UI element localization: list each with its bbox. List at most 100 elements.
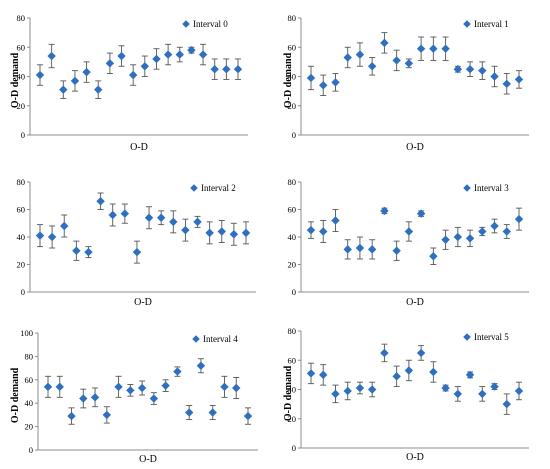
- data-point-marker: [331, 389, 340, 399]
- x-axis-title: O-D: [406, 142, 424, 153]
- y-tick-label: 0: [21, 287, 25, 297]
- legend-label: Interval 4: [203, 334, 238, 344]
- data-point-marker: [453, 232, 463, 242]
- x-axis-title: O-D: [130, 142, 148, 153]
- data-point-marker: [187, 45, 196, 55]
- y-tick-label: 0: [292, 443, 296, 453]
- data-point-marker: [331, 216, 340, 225]
- data-point-marker: [514, 75, 524, 84]
- y-tick-label: 40: [17, 72, 26, 82]
- data-point-marker: [490, 72, 499, 81]
- data-point-marker: [82, 67, 91, 77]
- data-point-marker: [429, 44, 438, 53]
- x-axis-title: O-D: [406, 297, 424, 308]
- y-tick-label: 40: [25, 398, 34, 408]
- data-point-marker: [144, 213, 154, 222]
- data-point-marker: [90, 393, 100, 402]
- data-point-marker: [132, 247, 142, 257]
- data-point-marker: [233, 64, 243, 74]
- data-point-marker: [120, 209, 130, 218]
- data-point-marker: [441, 235, 450, 244]
- data-point-marker: [502, 227, 511, 236]
- data-point-marker: [35, 70, 45, 80]
- chart-panel-1: 0 20 40 60 80 O-D demand O-D Interval 1: [283, 13, 529, 153]
- data-point-marker: [72, 246, 81, 255]
- data-point-marker: [149, 394, 159, 403]
- legend-label: Interval 0: [193, 19, 228, 29]
- data-point-marker: [306, 225, 316, 235]
- data-point-marker: [404, 227, 414, 236]
- data-point-marker: [355, 383, 365, 393]
- data-point-marker: [319, 227, 328, 236]
- data-point-marker: [55, 382, 64, 392]
- chart-panel-3: 0 20 40 60 80 O-D Interval 3: [288, 177, 529, 308]
- data-point-marker: [465, 234, 475, 243]
- data-point-marker: [343, 53, 352, 62]
- y-tick-label: 60: [288, 42, 297, 52]
- data-point-marker: [465, 64, 475, 74]
- data-point-marker: [416, 44, 426, 53]
- y-tick-label: 40: [288, 72, 297, 82]
- data-point-marker: [108, 210, 117, 220]
- data-point-marker: [79, 394, 88, 403]
- data-point-marker: [43, 382, 53, 392]
- y-tick-label: 0: [292, 287, 296, 297]
- data-point-marker: [217, 227, 226, 236]
- y-tick-label: 60: [17, 42, 26, 52]
- data-point-marker: [84, 247, 93, 257]
- data-point-marker: [429, 252, 438, 261]
- data-point-marker: [441, 44, 450, 53]
- y-tick-label: 20: [288, 101, 297, 111]
- data-point-marker: [67, 411, 76, 421]
- data-point-marker: [35, 231, 45, 240]
- y-tick-label: 60: [288, 355, 297, 365]
- data-point-marker: [210, 64, 219, 74]
- data-point-marker: [47, 51, 56, 61]
- y-axis-title: O-D demand: [283, 365, 294, 421]
- data-point-marker: [502, 399, 511, 409]
- data-point-marker: [465, 370, 475, 380]
- data-point-marker: [306, 73, 316, 83]
- data-point-marker: [404, 59, 414, 68]
- y-tick-label: 0: [21, 130, 25, 140]
- data-point-marker: [152, 54, 161, 64]
- y-axis-title: O-D demand: [10, 52, 21, 108]
- data-point-marker: [232, 383, 241, 393]
- y-tick-label: 80: [25, 351, 34, 361]
- data-point-marker: [59, 85, 68, 94]
- chart-panel-2: 0 20 40 60 80 O-D Interval 2: [17, 177, 256, 308]
- data-point-marker: [241, 228, 251, 238]
- data-point-marker: [184, 408, 194, 417]
- x-axis-title: O-D: [134, 297, 152, 308]
- data-point-marker: [343, 386, 352, 396]
- data-point-marker: [490, 382, 499, 391]
- y-tick-label: 40: [17, 232, 26, 242]
- y-tick-label: 60: [17, 205, 26, 215]
- data-point-marker: [490, 221, 499, 231]
- data-point-marker: [128, 70, 138, 80]
- data-point-marker: [117, 51, 126, 61]
- data-point-marker: [453, 64, 463, 74]
- y-tick-label: 40: [288, 385, 297, 395]
- legend-marker: [190, 184, 198, 192]
- data-point-marker: [380, 206, 389, 216]
- data-point-marker: [502, 79, 511, 89]
- data-point-marker: [140, 62, 150, 71]
- data-point-marker: [70, 76, 80, 86]
- data-point-marker: [441, 383, 450, 393]
- chart-panel-0: 0 20 40 60 80 O-D demand O-D Interval 0: [10, 13, 248, 153]
- y-tick-label: 60: [25, 375, 34, 385]
- y-tick-label: 100: [20, 328, 33, 338]
- data-point-marker: [198, 50, 208, 59]
- data-point-marker: [175, 50, 184, 59]
- legend-marker: [192, 335, 200, 343]
- y-axis-title: O-D demand: [283, 52, 294, 108]
- legend-marker: [182, 20, 190, 28]
- data-point-marker: [478, 227, 487, 236]
- y-tick-label: 20: [17, 101, 26, 111]
- data-point-marker: [94, 85, 103, 94]
- y-tick-label: 80: [17, 177, 26, 187]
- y-tick-label: 80: [17, 13, 26, 23]
- data-point-marker: [222, 64, 231, 74]
